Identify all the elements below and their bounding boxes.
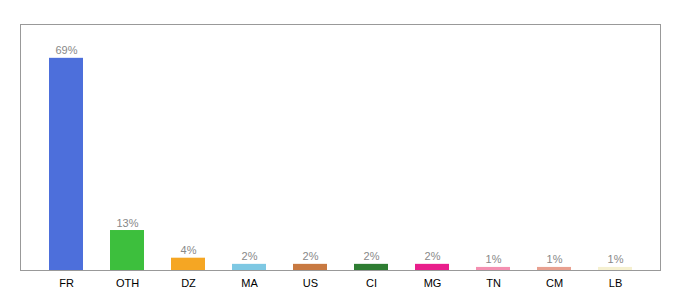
svg-text:LB: LB — [609, 277, 622, 289]
svg-text:CM: CM — [546, 277, 563, 289]
svg-text:2%: 2% — [364, 250, 380, 262]
svg-text:1%: 1% — [547, 253, 563, 265]
svg-text:MA: MA — [241, 277, 258, 289]
svg-text:1%: 1% — [608, 253, 624, 265]
svg-text:1%: 1% — [486, 253, 502, 265]
svg-text:13%: 13% — [116, 217, 138, 229]
svg-text:FR: FR — [59, 277, 74, 289]
svg-text:TN: TN — [486, 277, 501, 289]
svg-text:MG: MG — [424, 277, 442, 289]
svg-text:OTH: OTH — [116, 277, 139, 289]
svg-text:CI: CI — [366, 277, 377, 289]
svg-text:2%: 2% — [303, 250, 319, 262]
svg-text:69%: 69% — [55, 44, 77, 56]
svg-text:DZ: DZ — [181, 277, 196, 289]
svg-text:4%: 4% — [181, 244, 197, 256]
svg-text:US: US — [303, 277, 318, 289]
svg-text:2%: 2% — [242, 250, 258, 262]
svg-text:2%: 2% — [425, 250, 441, 262]
